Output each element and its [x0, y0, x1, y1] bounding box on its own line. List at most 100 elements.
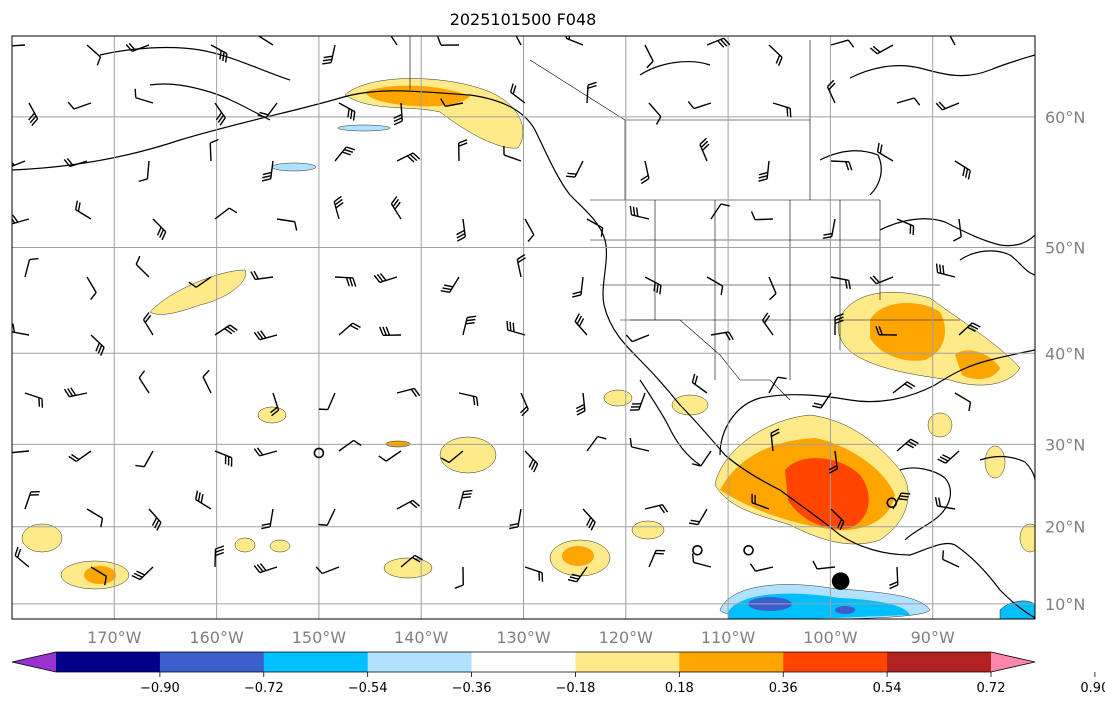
- shade-plains-mid: [870, 302, 945, 361]
- map-frame: [11, 35, 1036, 620]
- wind-barb: [318, 508, 336, 526]
- wind-barb: [462, 315, 477, 336]
- wind-barb: [830, 508, 845, 531]
- wind-barb: [261, 160, 274, 182]
- wind-barb: [812, 392, 832, 409]
- station-marker-filled: [831, 572, 850, 590]
- wind-barb: [644, 504, 669, 514]
- station-marker-open: [743, 544, 754, 556]
- colorbar-tick-label: 0.36: [769, 681, 798, 696]
- lon-label: 160°W: [189, 628, 244, 647]
- shade-tropic-14: [269, 539, 291, 553]
- lat-label: 40°N: [1045, 344, 1085, 363]
- wind-barb: [768, 376, 787, 394]
- wind-barb: [12, 450, 30, 454]
- wind-barb: [515, 36, 522, 46]
- wind-barb: [586, 81, 597, 104]
- station-markers: [313, 447, 898, 590]
- wind-barb: [253, 563, 278, 574]
- wind-barb: [958, 322, 981, 336]
- wind-barb: [750, 211, 774, 221]
- wind-barb: [876, 142, 894, 162]
- wind-barb: [437, 36, 460, 46]
- lat-label: 30°N: [1045, 435, 1085, 454]
- wind-barb: [572, 276, 584, 298]
- wind-barb: [586, 218, 604, 237]
- shade-tropic-4: [383, 557, 433, 579]
- wind-barb: [440, 450, 464, 464]
- wind-barb: [812, 560, 836, 570]
- wind-barb: [575, 392, 586, 416]
- wind-barb: [12, 44, 26, 47]
- wind-barb: [440, 276, 460, 294]
- wind-barb: [214, 207, 238, 220]
- colorbar-segment: [56, 652, 161, 672]
- wind-barb: [869, 275, 894, 285]
- state-borders-ew: [590, 239, 960, 321]
- wind-barb: [125, 42, 150, 52]
- wind-barb: [209, 138, 219, 162]
- wind-barb: [257, 36, 274, 46]
- wind-barb: [509, 508, 522, 530]
- colorbar-segment: [783, 652, 888, 672]
- wind-barb: [188, 276, 212, 288]
- wind-barb: [12, 160, 26, 168]
- lon-label: 140°W: [394, 628, 449, 647]
- shade-south-neg-east: [999, 600, 1035, 619]
- wind-barb: [629, 205, 650, 220]
- wind-barb: [565, 36, 584, 46]
- wind-barb: [520, 392, 529, 417]
- lon-label: 90°W: [911, 628, 955, 647]
- alaska-north-coast: [99, 46, 291, 81]
- colorbar-tick-label: −0.18: [556, 681, 596, 696]
- map-panel: 60°N 50°N 40°N 30°N 20°N 10°N 170°W 160°W 150°W…: [11, 35, 1085, 647]
- wind-barb: [896, 218, 915, 236]
- wind-barb: [68, 450, 92, 462]
- wind-barb: [276, 218, 298, 231]
- wind-barb: [390, 196, 402, 220]
- lon-label: 120°W: [599, 628, 654, 647]
- wind-barb: [202, 369, 212, 394]
- wind-barb: [688, 508, 708, 526]
- wind-barb: [250, 270, 274, 281]
- political-borders: [409, 36, 960, 401]
- colorbar-segment: [575, 652, 680, 672]
- wind-barb: [396, 499, 421, 510]
- shade-plains-mid-2: [955, 350, 1000, 380]
- wind-barb: [699, 137, 710, 162]
- map-gridlines: [12, 36, 1035, 619]
- wind-barb: [338, 439, 362, 452]
- shade-mexico-high: [785, 458, 869, 529]
- wind-barb: [24, 392, 44, 408]
- colorbar-tick-label: 0.72: [977, 681, 1006, 696]
- colorbar-tick-label: 0.54: [873, 681, 902, 696]
- yucatan-coastline: [899, 467, 952, 541]
- wind-barb: [458, 139, 468, 162]
- wind-barb: [896, 97, 921, 106]
- wind-barb: [63, 158, 88, 168]
- station-marker-open: [886, 497, 898, 508]
- wind-barb: [67, 101, 92, 110]
- wind-barb: [148, 508, 162, 531]
- wind-barb: [710, 331, 734, 341]
- figure-title: 2025101500 F048: [450, 10, 597, 29]
- wind-barb: [152, 218, 167, 241]
- wind-barb: [86, 508, 104, 528]
- wind-barb: [691, 553, 712, 568]
- colorbar-segment: [159, 652, 265, 672]
- wind-barb: [892, 381, 916, 394]
- wind-barb: [270, 392, 280, 417]
- wind-barb: [131, 566, 154, 581]
- wind-barb: [648, 549, 666, 568]
- wind-barb: [334, 146, 356, 162]
- wind-barb: [869, 44, 894, 55]
- colorbar-tick-label: −0.90: [140, 681, 180, 696]
- colorbar-segment: [887, 652, 992, 672]
- colorbar-tick-label: −0.54: [348, 681, 388, 696]
- gulf-coastline: [719, 349, 1035, 456]
- longitude-labels: 170°W 160°W 150°W 140°W 130°W 120°W 110°W 100°W…: [87, 628, 955, 647]
- colorbar-extend-high: [991, 652, 1035, 672]
- wind-barb: [954, 160, 971, 180]
- wind-barb: [524, 566, 544, 582]
- colorbar-segment: [679, 652, 784, 672]
